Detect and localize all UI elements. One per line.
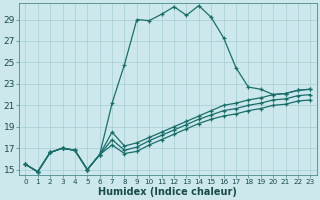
- X-axis label: Humidex (Indice chaleur): Humidex (Indice chaleur): [98, 187, 237, 197]
